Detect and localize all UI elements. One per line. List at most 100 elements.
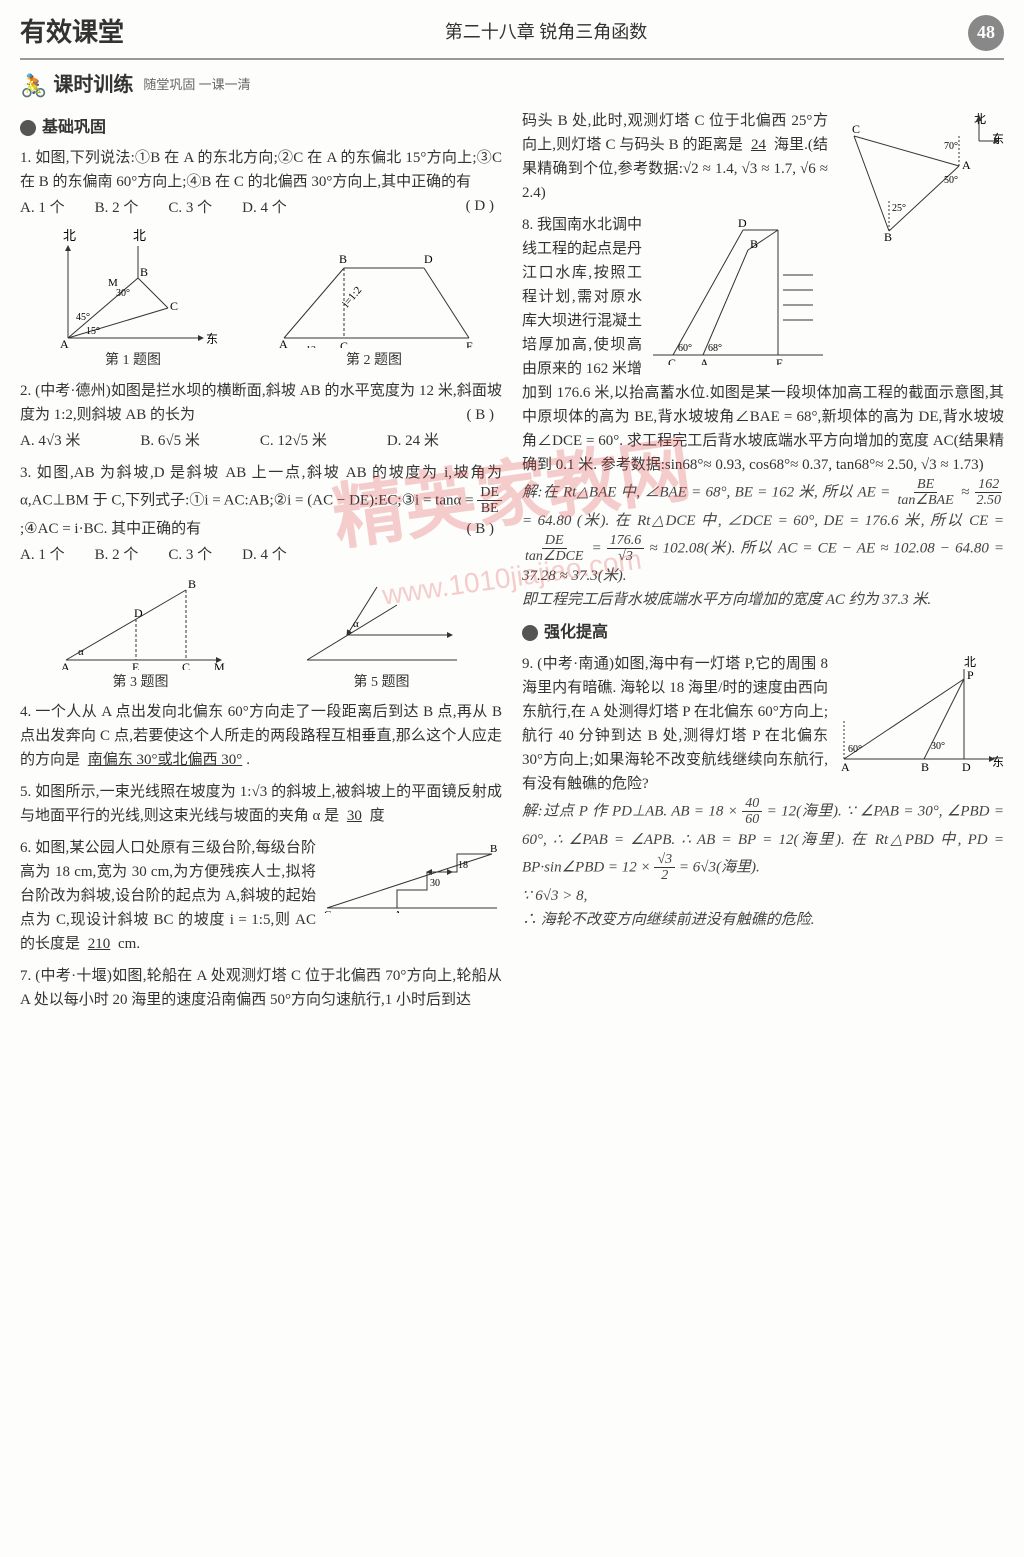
svg-text:C: C [182,660,190,670]
opt: B. 2 个 [95,543,139,567]
figure-2-label: 第 2 题图 [274,350,474,372]
svg-text:A: A [841,760,850,774]
svg-text:60°: 60° [848,744,862,755]
problem-3-text: 3. 如图,AB 为斜坡,D 是斜坡 AB 上一点,斜坡 AB 的坡度为 i,坡… [20,465,502,508]
problem-4: 4. 一个人从 A 点出发向北偏东 60°方向走了一段距离后到达 B 点,再从 … [20,700,502,772]
svg-text:C: C [852,122,860,136]
svg-text:B: B [339,252,347,266]
svg-text:α: α [78,646,84,658]
section-header: 🚴 课时训练 随堂巩固 一课一清 [20,68,1004,103]
problem-8: D B C A E 60° 68° 8. 我国南水北调中线工程的起点是丹江口水库… [522,213,1004,613]
svg-text:30°: 30° [931,741,945,752]
content-columns: 基础巩固 1. 如图,下列说法:①B 在 A 的东北方向;②C 在 A 的东偏北… [20,109,1004,1020]
svg-text:C: C [340,339,348,348]
page-header: 有效课堂 第二十八章 锐角三角函数 48 [20,12,1004,60]
figure-1-label: 第 1 题图 [48,350,218,372]
svg-text:D: D [424,252,433,266]
circle-icon [20,120,36,136]
opt: D. 4 个 [242,543,287,567]
svg-text:68°: 68° [708,343,722,354]
svg-text:M: M [214,660,225,670]
section-subtitle: 随堂巩固 一课一清 [143,75,250,96]
figure-1: 北 北 B C A 东 M 30° 45° 15° 第 1 题图 [48,228,218,372]
bike-icon: 🚴 [20,68,47,103]
problem-2-answer: ( B ) [467,403,495,427]
svg-text:α: α [353,618,359,630]
svg-text:A: A [394,909,402,913]
circle-icon [522,625,538,641]
svg-text:B: B [188,577,196,591]
opt: C. 12√5 米 [260,429,327,453]
subsection-2-text: 强化提高 [544,620,608,646]
problem-5-text: 5. 如图所示,一束光线照在坡度为 1:√3 的斜坡上,被斜坡上的平面镜反射成与… [20,784,502,824]
svg-text:45°: 45° [76,312,90,323]
figure-1-svg: 北 北 B C A 东 M 30° 45° 15° [48,228,218,348]
problem-3-answer: ( B ) [467,517,495,541]
page-number: 48 [968,15,1004,51]
svg-text:北: 北 [133,228,146,243]
opt: A. 1 个 [20,196,65,220]
svg-text:东: 东 [206,332,218,346]
frac: DEBE [477,485,502,517]
svg-text:30°: 30° [116,288,130,299]
svg-text:E: E [132,660,139,670]
svg-text:18: 18 [458,860,468,871]
problem-6-answer: 210 [84,936,115,952]
figure-9-svg: 北 东 A B D P 60° 30° [834,654,1004,774]
subsection-1-text: 基础巩固 [42,115,106,141]
figure-5: α 第 5 题图 [297,575,467,694]
svg-text:30: 30 [430,878,440,889]
svg-text:东: 东 [992,132,1004,146]
problem-2: 2. (中考·德州)如图是拦水坝的横断面,斜坡 AB 的水平宽度为 12 米,斜… [20,379,502,453]
opt: A. 1 个 [20,543,65,567]
figure-7-svg: 北 东 C A B 70° 50° 25° [834,111,1004,241]
figure-row-2: A B D E C M α 第 3 题图 α 第 5 题图 [20,575,502,694]
svg-text:C: C [324,909,331,913]
svg-text:70°: 70° [944,141,958,152]
problem-3-text2: ;④AC = i·BC. 其中正确的有 [20,521,201,537]
svg-text:60°: 60° [678,343,692,354]
problem-1-text: 1. 如图,下列说法:①B 在 A 的东北方向;②C 在 A 的东偏北 15°方… [20,150,502,190]
problem-6: C A B 30 18 6. 如图,某公园人口处原有三级台阶,每级台阶高为 18… [20,836,502,956]
svg-text:D: D [738,216,747,230]
svg-text:B: B [140,265,148,279]
problem-9-solution: 解:过点 P 作 PD⊥AB. AB = 18 × 4060 = 12(海里).… [522,796,1004,932]
figure-3-label: 第 3 题图 [56,672,226,694]
svg-text:北: 北 [964,655,976,669]
opt: D. 24 米 [387,429,439,453]
figure-7: 北 东 C A B 70° 50° 25° [834,111,1004,241]
svg-text:25°: 25° [892,203,906,214]
opt: B. 2 个 [95,196,139,220]
figure-5-svg: α [297,575,467,670]
problem-9-text: 9. (中考·南通)如图,海中有一灯塔 P,它的周围 8 海里内有暗礁. 海轮以… [522,656,828,792]
figure-row-1: 北 北 B C A 东 M 30° 45° 15° 第 1 题图 A [20,228,502,372]
problem-7-answer: 24 [747,137,770,153]
problem-2-text: 2. (中考·德州)如图是拦水坝的横断面,斜坡 AB 的水平宽度为 12 米,斜… [20,383,502,423]
figure-5-label: 第 5 题图 [297,672,467,694]
problem-3: 3. 如图,AB 为斜坡,D 是斜坡 AB 上一点,斜坡 AB 的坡度为 i,坡… [20,461,502,567]
svg-text:北: 北 [63,228,76,243]
svg-text:50°: 50° [944,175,958,186]
problem-1-answer: ( D ) [466,194,494,218]
problem-6-unit: cm. [118,936,140,952]
svg-text:A: A [60,337,69,348]
figure-2: A B D C E i=1:2 12 第 2 题图 [274,248,474,372]
subsection-2: 强化提高 [522,620,1004,646]
left-column: 基础巩固 1. 如图,下列说法:①B 在 A 的东北方向;②C 在 A 的东偏北… [20,109,502,1020]
figure-3: A B D E C M α 第 3 题图 [56,575,226,694]
figure-8-svg: D B C A E 60° 68° [648,215,828,365]
problem-4-answer: 南偏东 30°或北偏西 30° [84,752,247,768]
problem-7-start: 7. (中考·十堰)如图,轮船在 A 处观测灯塔 C 位于北偏西 70°方向上,… [20,964,502,1012]
problem-3-options: A. 1 个 B. 2 个 C. 3 个 D. 4 个 [20,543,502,567]
problem-9: 北 东 A B D P 60° 30° 9. (中考·南通)如图,海中有一灯塔 … [522,652,1004,932]
svg-text:C: C [668,356,676,365]
figure-2-svg: A B D C E i=1:2 12 [274,248,474,348]
figure-6-svg: C A B 30 18 [322,838,502,913]
svg-text:D: D [962,760,971,774]
svg-text:B: B [884,230,892,241]
svg-text:B: B [750,237,758,251]
opt: B. 6√5 米 [140,429,200,453]
opt: C. 3 个 [168,543,212,567]
svg-text:A: A [61,660,70,670]
opt: C. 3 个 [168,196,212,220]
